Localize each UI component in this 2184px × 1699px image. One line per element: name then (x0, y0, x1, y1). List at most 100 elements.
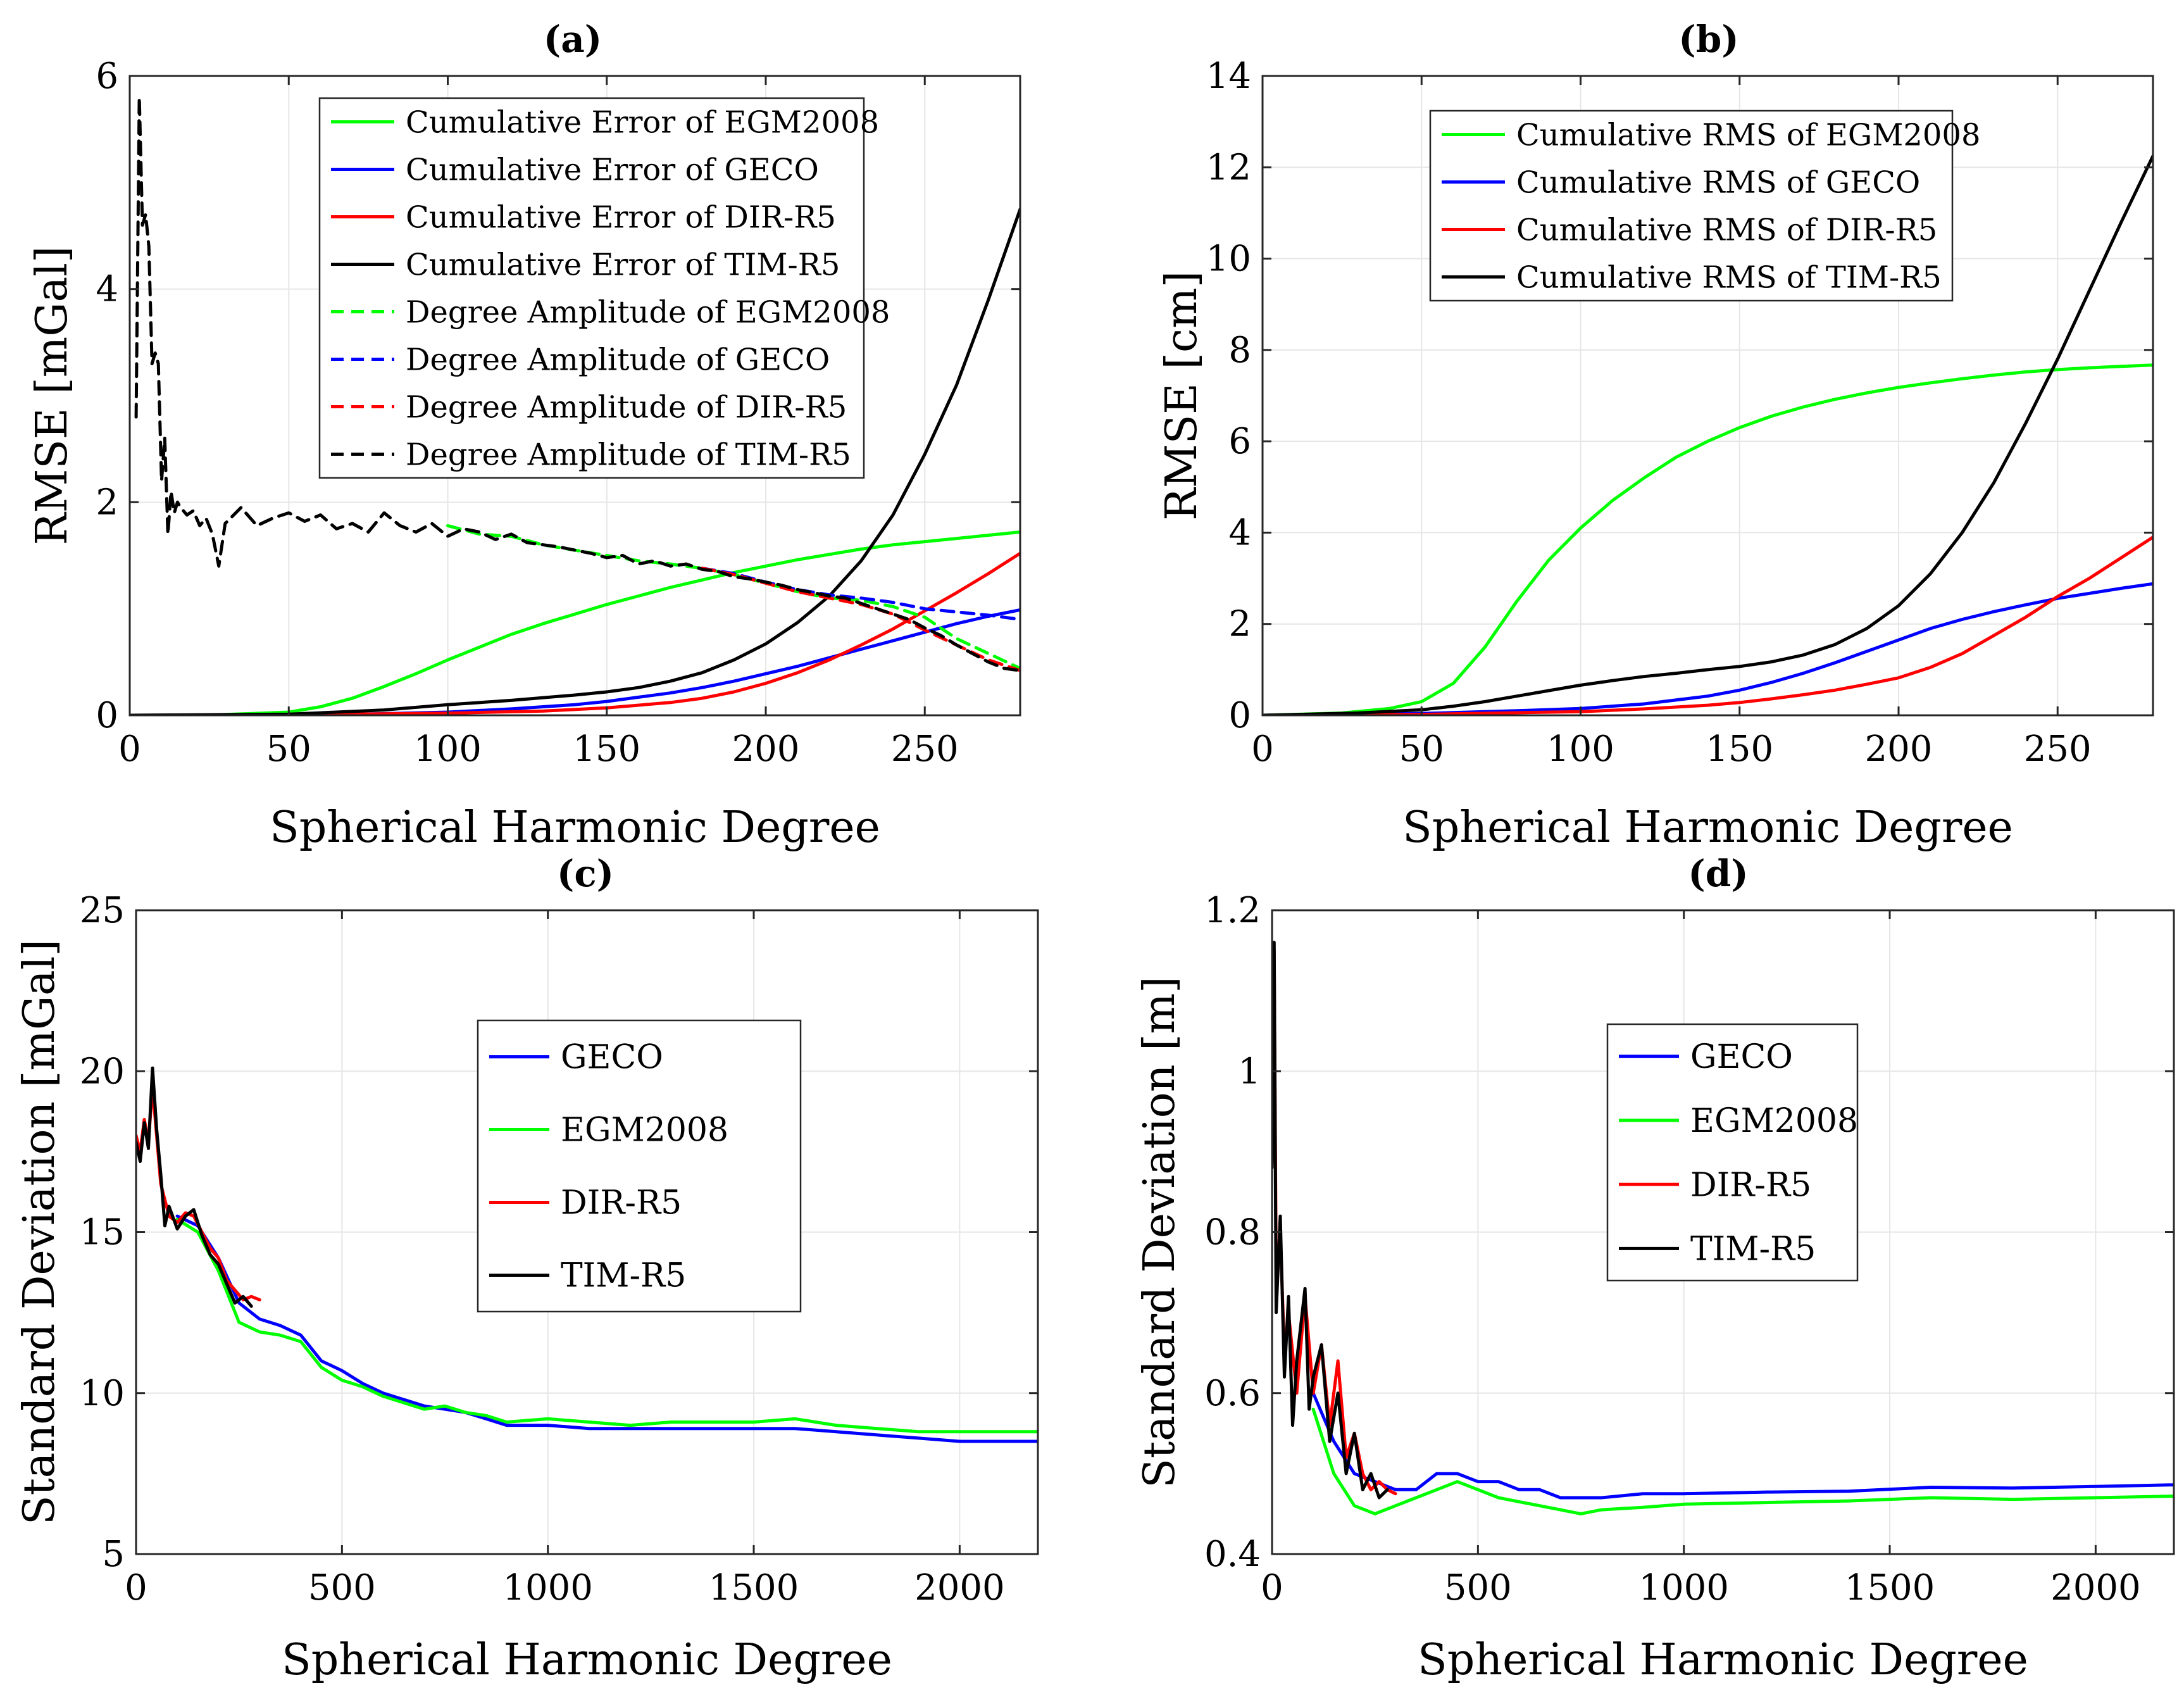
y-tick-label: 4 (1228, 512, 1251, 553)
x-tick-label: 50 (266, 729, 311, 770)
x-tick-label: 100 (1547, 729, 1614, 770)
series-line-cumulative-rms-of-dir-r5 (1263, 536, 2153, 715)
x-tick-label: 200 (732, 729, 800, 770)
y-tick-label: 0 (96, 695, 118, 736)
x-tick-label: 2000 (2050, 1567, 2141, 1608)
x-axis-label: Spherical Harmonic Degree (270, 803, 880, 853)
x-tick-label: 50 (1399, 729, 1444, 770)
x-tick-label: 0 (1261, 1567, 1283, 1608)
legend-label: TIM-R5 (561, 1257, 686, 1295)
y-tick-label: 10 (1206, 239, 1251, 280)
y-axis-label: RMSE [cm] (1157, 271, 1207, 520)
legend-label: Cumulative Error of DIR-R5 (406, 199, 836, 235)
series-line-geco (175, 1214, 1038, 1443)
x-tick-label: 150 (1706, 729, 1773, 770)
series-line-cumulative-rms-of-geco (1263, 582, 2153, 715)
y-axis-label: RMSE [mGal] (27, 246, 77, 546)
x-tick-label: 250 (2024, 729, 2092, 770)
legend-label: Cumulative Error of TIM-R5 (406, 247, 840, 282)
panel-title: (b) (1678, 18, 1738, 61)
x-tick-label: 1000 (502, 1567, 593, 1608)
x-tick-label: 0 (1251, 729, 1274, 770)
series-line-degree-amplitude-of-egm2008 (446, 523, 1020, 670)
panel-a: 0 50 100 150 200 250 0 2 4 6 (a) Spherical Harmonic… (27, 18, 1021, 853)
y-tick-label: 6 (96, 56, 118, 97)
x-tick-label: 1500 (1845, 1567, 1935, 1608)
legend-label: GECO (561, 1039, 663, 1077)
y-tick-label: 20 (80, 1051, 125, 1092)
y-tick-label: 15 (80, 1212, 125, 1253)
series-line-degree-amplitude-of-tim-r5 (134, 96, 1020, 672)
series-line-cumulative-error-of-egm2008 (130, 530, 1020, 715)
y-tick-label: 5 (102, 1534, 125, 1575)
axes-frame (128, 75, 1021, 717)
y-tick-label: 2 (1228, 604, 1251, 645)
y-tick-label: 1 (1238, 1051, 1261, 1092)
legend-label: GECO (1690, 1038, 1793, 1076)
legend: GECO EGM2008 DIR-R5 TIM-R5 (1606, 1023, 1859, 1282)
y-tick-label: 4 (96, 269, 118, 310)
x-axis-label: Spherical Harmonic Degree (1418, 1635, 2028, 1685)
y-tick-label: 6 (1228, 421, 1251, 462)
series-line-cumulative-rms-of-tim-r5 (1263, 154, 2153, 715)
legend: GECO EGM2008 DIR-R5 TIM-R5 (477, 1019, 802, 1313)
panel-d: 0 500 1000 1500 2000 0.4 0.6 0.8 1 1.2 (d) Spherica… (1135, 852, 2175, 1685)
series-line-cumulative-error-of-geco (130, 608, 1020, 715)
y-tick-label: 0.8 (1204, 1212, 1261, 1253)
y-tick-label: 1.2 (1204, 890, 1261, 931)
y-tick-label: 25 (80, 890, 125, 931)
y-tick-label: 0 (1228, 695, 1251, 736)
x-tick-label: 0 (118, 729, 141, 770)
series-line-cumulative-error-of-tim-r5 (130, 207, 1020, 715)
x-tick-label: 1500 (709, 1567, 799, 1608)
legend-label: Degree Amplitude of EGM2008 (406, 294, 890, 330)
legend-label: Degree Amplitude of GECO (406, 342, 830, 377)
series-line-degree-amplitude-of-geco (701, 567, 1020, 621)
legend-label: Degree Amplitude of TIM-R5 (406, 437, 851, 472)
legend-label: EGM2008 (561, 1112, 728, 1150)
legend: Cumulative RMS of EGM2008 Cumulative RMS … (1429, 110, 1981, 302)
legend-label: Cumulative RMS of EGM2008 (1516, 117, 1981, 153)
x-tick-label: 1000 (1638, 1567, 1729, 1608)
x-tick-label: 150 (573, 729, 640, 770)
y-tick-label: 8 (1228, 330, 1251, 371)
series-group (130, 96, 1020, 715)
legend: Cumulative Error of EGM2008 Cumulative Er… (318, 97, 890, 479)
y-tick-label: 12 (1206, 147, 1251, 188)
y-tick-label: 0.4 (1204, 1534, 1261, 1575)
series-line-egm2008 (1311, 1407, 2174, 1515)
series-line-geco (1311, 1391, 2174, 1500)
y-tick-label: 2 (96, 482, 118, 523)
legend-box (318, 97, 865, 479)
y-tick-label: 14 (1206, 56, 1251, 97)
legend-label: EGM2008 (1690, 1102, 1858, 1140)
series-line-tim-r5 (136, 1066, 253, 1308)
legend-label: Cumulative RMS of TIM-R5 (1516, 260, 1942, 295)
panel-title: (a) (544, 18, 602, 61)
legend-label: DIR-R5 (561, 1184, 682, 1222)
legend-label: Degree Amplitude of DIR-R5 (406, 389, 847, 425)
x-tick-label: 500 (1444, 1567, 1512, 1608)
y-tick-label: 0.6 (1204, 1373, 1261, 1414)
axes-frame (1261, 75, 2154, 717)
x-tick-label: 0 (125, 1567, 147, 1608)
x-tick-label: 200 (1865, 729, 1933, 770)
series-line-cumulative-error-of-dir-r5 (130, 551, 1020, 715)
x-tick-label: 100 (414, 729, 482, 770)
panel-title: (c) (557, 852, 614, 895)
legend-label: TIM-R5 (1690, 1231, 1816, 1269)
panel-c: 0 500 1000 1500 2000 5 10 15 20 25 (c) Spherical Ha… (15, 852, 1039, 1685)
legend-box (1429, 110, 1954, 302)
y-tick-label: 10 (80, 1373, 125, 1414)
legend-label: Cumulative RMS of DIR-R5 (1516, 212, 1937, 248)
legend-label: Cumulative Error of EGM2008 (406, 104, 879, 140)
series-group (136, 1066, 1038, 1443)
legend-box (1606, 1023, 1859, 1282)
series-line-egm2008 (175, 1217, 1038, 1434)
x-axis-label: Spherical Harmonic Degree (1402, 803, 2013, 853)
series-group (1263, 154, 2153, 715)
legend-box (477, 1019, 802, 1313)
series-line-tim-r5 (1272, 941, 1389, 1500)
panel-title: (d) (1688, 852, 1748, 895)
